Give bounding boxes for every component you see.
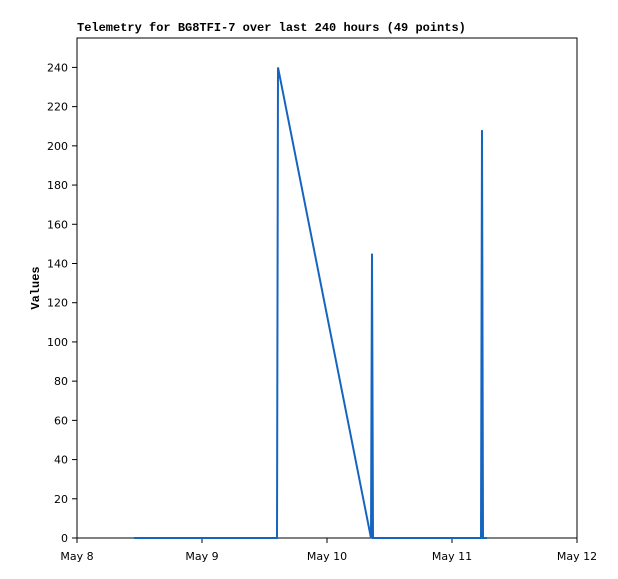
y-axis-label: Values (29, 266, 43, 309)
y-tick-label: 120 (47, 297, 68, 310)
y-tick-label: 240 (47, 61, 68, 74)
y-tick-label: 100 (47, 336, 68, 349)
y-tick-label: 180 (47, 179, 68, 192)
y-tick-label: 0 (61, 532, 68, 545)
y-tick-label: 200 (47, 140, 68, 153)
x-tick-label: May 11 (432, 550, 472, 563)
y-tick-label: 60 (54, 414, 68, 427)
series-line (134, 67, 487, 539)
x-tick-label: May 12 (557, 550, 597, 563)
y-tick-label: 160 (47, 218, 68, 231)
y-tick-label: 220 (47, 101, 68, 114)
x-tick-label: May 10 (307, 550, 347, 563)
x-tick-label: May 8 (60, 550, 93, 563)
y-tick-label: 40 (54, 454, 68, 467)
y-tick-label: 80 (54, 375, 68, 388)
plot-frame (76, 37, 578, 539)
chart-title: Telemetry for BG8TFI-7 over last 240 hou… (77, 21, 466, 35)
y-tick-label: 20 (54, 493, 68, 506)
x-tick-label: May 9 (185, 550, 218, 563)
y-tick-label: 140 (47, 257, 68, 270)
